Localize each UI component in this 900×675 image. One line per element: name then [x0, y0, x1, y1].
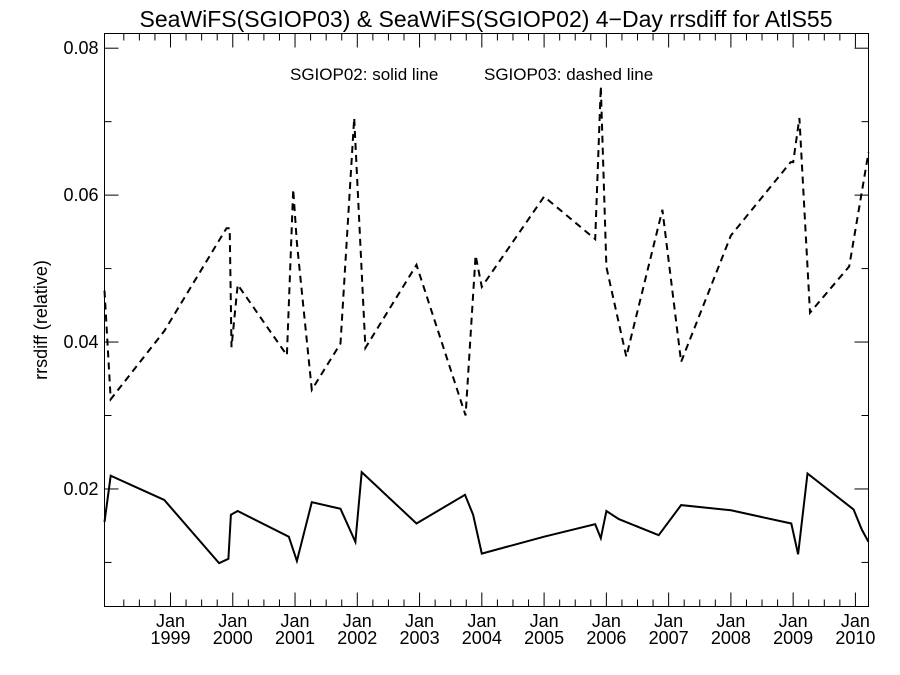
x-tick-month: Jan: [654, 611, 683, 631]
x-tick-year: 2002: [337, 628, 377, 648]
y-tick-label: 0.08: [63, 38, 98, 58]
x-tick-month: Jan: [530, 611, 559, 631]
x-tick-month: Jan: [716, 611, 745, 631]
x-tick-month: Jan: [156, 611, 185, 631]
x-tick-month: Jan: [779, 611, 808, 631]
x-tick-year: 2010: [835, 628, 875, 648]
axes: 0.020.040.060.08Jan1999Jan2000Jan2001Jan…: [63, 33, 875, 648]
x-tick-year: 2001: [275, 628, 315, 648]
x-tick-month: Jan: [405, 611, 434, 631]
x-tick-month: Jan: [281, 611, 310, 631]
y-axis-label: rrsdiff (relative): [31, 260, 51, 380]
x-tick-year: 2007: [649, 628, 689, 648]
x-tick-year: 1999: [150, 628, 190, 648]
x-tick-year: 2006: [586, 628, 626, 648]
dashed-line-annotation: SGIOP03: dashed line: [484, 65, 653, 84]
x-tick-month: Jan: [841, 611, 870, 631]
x-tick-year: 2005: [524, 628, 564, 648]
x-tick-month: Jan: [218, 611, 247, 631]
x-tick-month: Jan: [592, 611, 621, 631]
x-tick-year: 2003: [400, 628, 440, 648]
x-tick-year: 2009: [773, 628, 813, 648]
y-tick-label: 0.02: [63, 479, 98, 499]
y-tick-label: 0.06: [63, 185, 98, 205]
series-line-sgiop03: [103, 86, 870, 416]
plot-frame: [104, 33, 869, 607]
solid-line-annotation: SGIOP02: solid line: [290, 65, 438, 84]
x-tick-month: Jan: [467, 611, 496, 631]
x-tick-year: 2008: [711, 628, 751, 648]
x-tick-year: 2000: [213, 628, 253, 648]
series-layer: [103, 86, 870, 565]
x-tick-year: 2004: [462, 628, 502, 648]
chart-title: SeaWiFS(SGIOP03) & SeaWiFS(SGIOP02) 4−Da…: [140, 6, 833, 32]
series-line-sgiop02: [103, 469, 870, 565]
x-tick-month: Jan: [343, 611, 372, 631]
y-tick-label: 0.04: [63, 332, 98, 352]
